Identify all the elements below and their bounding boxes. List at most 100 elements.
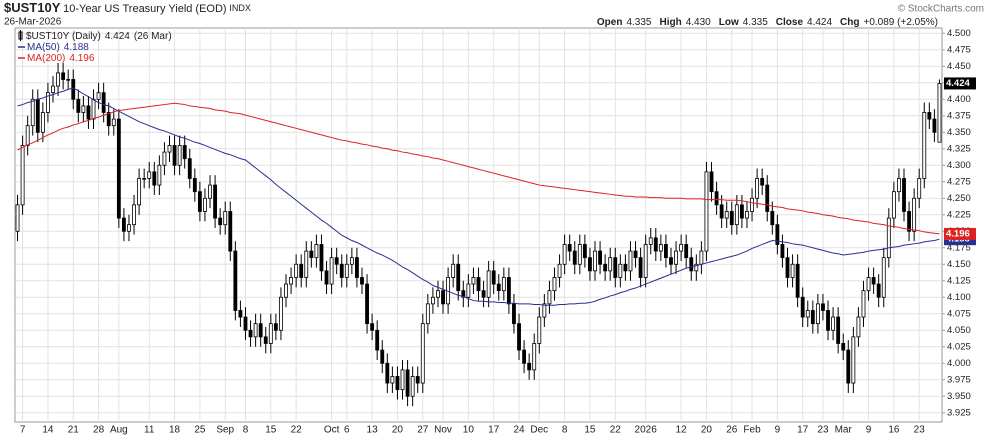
candle-body	[785, 257, 790, 278]
candle-body	[162, 151, 167, 166]
x-tick-label: 12	[676, 425, 688, 436]
candle-body	[841, 343, 846, 351]
candle-body	[613, 257, 618, 278]
x-tick-label: Feb	[743, 425, 761, 436]
candle-body	[562, 244, 567, 265]
candle-body	[243, 316, 248, 331]
ma-value-tag: 4.196	[946, 228, 970, 239]
candle-body	[425, 303, 430, 325]
candle-body	[106, 112, 111, 127]
candle-body	[375, 329, 380, 351]
candle-body	[66, 79, 71, 81]
candle-body	[902, 178, 906, 212]
candle-body	[846, 349, 851, 384]
y-tick-label: 4.125	[947, 275, 971, 286]
candle-body	[532, 343, 537, 371]
candle-body	[127, 224, 131, 232]
candle-body	[61, 72, 66, 80]
candle-body	[142, 178, 147, 180]
candle-body	[633, 250, 638, 259]
x-tick-label: 23	[914, 425, 926, 436]
candle-body	[856, 316, 861, 338]
ma-line	[17, 87, 940, 306]
candle-body	[324, 270, 329, 285]
candle-body	[501, 277, 506, 292]
candle-body	[623, 263, 628, 272]
y-tick-label: 3.950	[947, 391, 971, 402]
candle-body	[603, 263, 608, 272]
candle-body	[461, 290, 466, 298]
candle-body	[917, 178, 922, 199]
candle-body	[253, 323, 258, 338]
candle-body	[547, 290, 552, 305]
y-tick-label: 4.500	[947, 28, 971, 39]
y-tick-label: 4.250	[947, 193, 971, 204]
x-tick-label: 20	[701, 425, 713, 436]
candle-body	[466, 283, 471, 298]
ohlc-summary: Open 4.335 High 4.430 Low 4.335 Close 4.424 Chg +…	[597, 17, 938, 28]
price-value-tag-bg	[944, 77, 976, 90]
candle-body	[192, 178, 197, 193]
symbol: $UST10Y	[4, 0, 61, 15]
x-tick-label: 10	[463, 425, 475, 436]
candle-body	[228, 211, 233, 252]
candle-body	[517, 323, 521, 351]
candle-body	[441, 290, 445, 305]
candle-body	[724, 211, 729, 219]
candle-body	[719, 204, 724, 219]
summary-value: 4.430	[686, 17, 711, 28]
candle-body	[284, 283, 288, 298]
summary-label: Open	[597, 17, 623, 28]
candle-body	[268, 323, 273, 344]
candle-body	[208, 184, 212, 199]
candle-body	[881, 257, 886, 298]
x-tick-label: 18	[169, 425, 181, 436]
x-tick-label: 20	[392, 425, 404, 436]
x-tick-label: 26	[726, 425, 738, 436]
candle-body	[172, 145, 177, 166]
candle-body	[71, 79, 76, 100]
x-tick-label: Aug	[110, 425, 128, 436]
x-tick-label: 8	[243, 425, 249, 436]
candle-body	[861, 290, 866, 318]
candle-body	[750, 197, 754, 212]
candle-body	[790, 263, 795, 278]
candle-body	[390, 376, 395, 384]
candle-body	[922, 112, 927, 179]
y-tick-label: 4.400	[947, 94, 971, 105]
candle-body	[810, 310, 815, 325]
watermark: © StockCharts.com	[898, 4, 984, 15]
y-tick-label: 3.925	[947, 407, 971, 418]
candle-body	[891, 191, 896, 219]
x-tick-label: 24	[513, 425, 525, 436]
candle-body	[775, 224, 780, 245]
candle-body	[415, 376, 420, 384]
candle-body	[76, 98, 81, 113]
x-tick-label: 28	[93, 425, 105, 436]
y-tick-label: 4.050	[947, 325, 971, 336]
candle-body	[486, 270, 491, 298]
summary-value: 4.335	[743, 17, 768, 28]
candle-body	[567, 244, 572, 252]
candle-body	[344, 263, 349, 278]
x-tick-label: 27	[417, 425, 429, 436]
candle-body	[689, 257, 694, 272]
candle-body	[932, 118, 937, 133]
candle-body	[339, 263, 344, 278]
candle-body	[258, 323, 263, 338]
candle-body	[132, 204, 136, 226]
summary-value: +0.089 (+2.05%)	[864, 17, 939, 28]
x-tick-label: 16	[888, 425, 900, 436]
y-tick-label: 4.350	[947, 127, 971, 138]
candle-body	[35, 98, 40, 133]
legend-entry: $UST10Y (Daily) 4.424 (26 Mar)	[26, 31, 172, 42]
x-tick-label: Sep	[216, 425, 234, 436]
candle-body	[233, 250, 238, 311]
candle-body	[907, 211, 911, 232]
x-tick-label: 15	[265, 425, 277, 436]
candle-body	[46, 92, 50, 113]
candle-body	[334, 257, 339, 265]
candle-body	[739, 204, 744, 219]
candle-body	[557, 263, 562, 278]
